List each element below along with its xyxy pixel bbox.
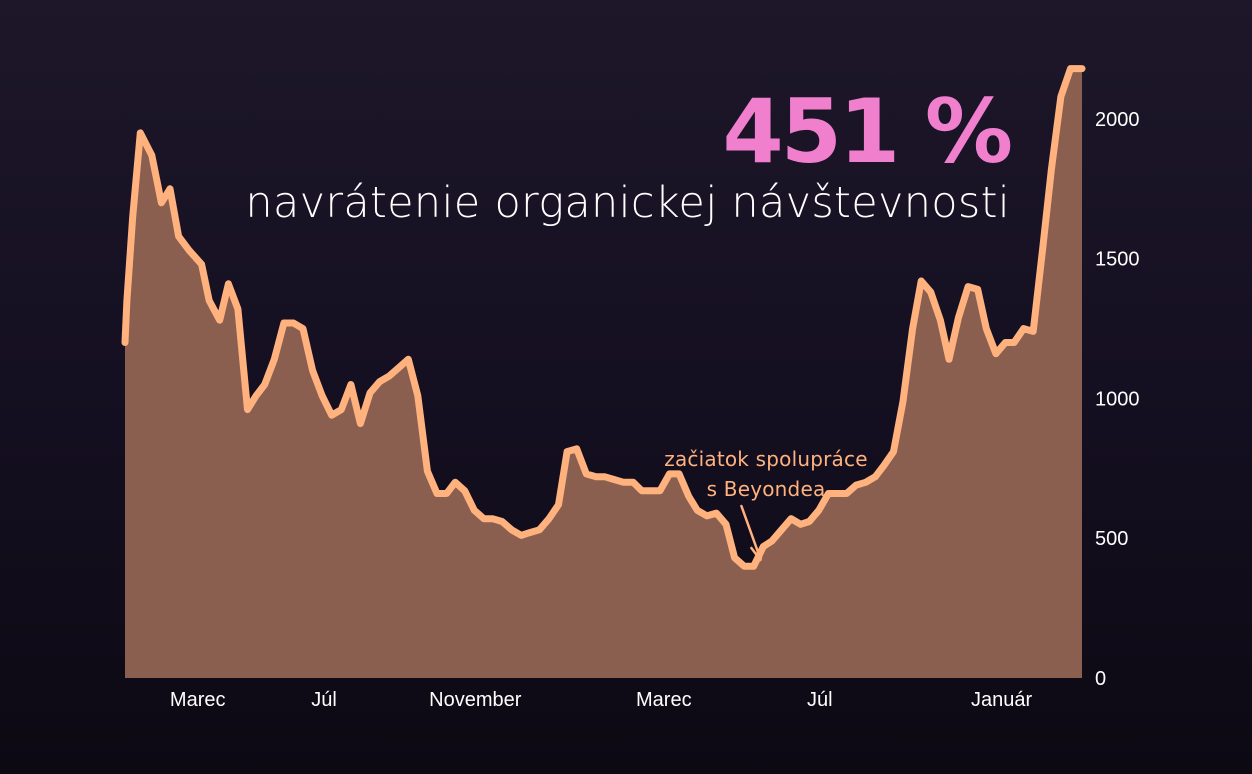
area-layer <box>125 68 1082 679</box>
annotation-arrow-shaft <box>740 504 761 558</box>
series-line <box>121 65 1086 570</box>
annotation-line-1: začiatok spolupráce <box>664 447 868 471</box>
area-fill <box>125 68 1082 679</box>
x-axis-tick-labels: Marec Júl November Marec Júl Január <box>170 689 1033 711</box>
y-tick-label-4: 2000 <box>1095 109 1140 131</box>
y-tick-label-2: 1000 <box>1095 389 1140 411</box>
y-tick-label-0: 0 <box>1095 668 1106 690</box>
annotation-label: začiatok spolupráce s Beyondea <box>616 444 916 504</box>
x-tick-label-4: Júl <box>807 689 833 711</box>
x-tick-label-5: Január <box>971 689 1032 711</box>
y-tick-label-3: 1500 <box>1095 249 1140 271</box>
y-axis-tick-labels: 0 500 1000 1500 2000 <box>1095 109 1140 690</box>
line-layer <box>121 65 1086 570</box>
x-tick-label-1: Júl <box>311 689 337 711</box>
annotation-arrow <box>740 504 765 562</box>
x-tick-label-0: Marec <box>170 689 226 711</box>
annotation-line-2: s Beyondea <box>706 477 826 501</box>
x-tick-label-3: Marec <box>636 689 692 711</box>
headline-percentage: 451 % <box>722 80 1013 183</box>
y-tick-label-1: 500 <box>1095 528 1128 550</box>
annotation-arrow-head <box>750 543 765 562</box>
headline-subtitle: navrátenie organickej návštevnosti <box>245 178 1010 228</box>
x-tick-label-2: November <box>429 689 522 711</box>
